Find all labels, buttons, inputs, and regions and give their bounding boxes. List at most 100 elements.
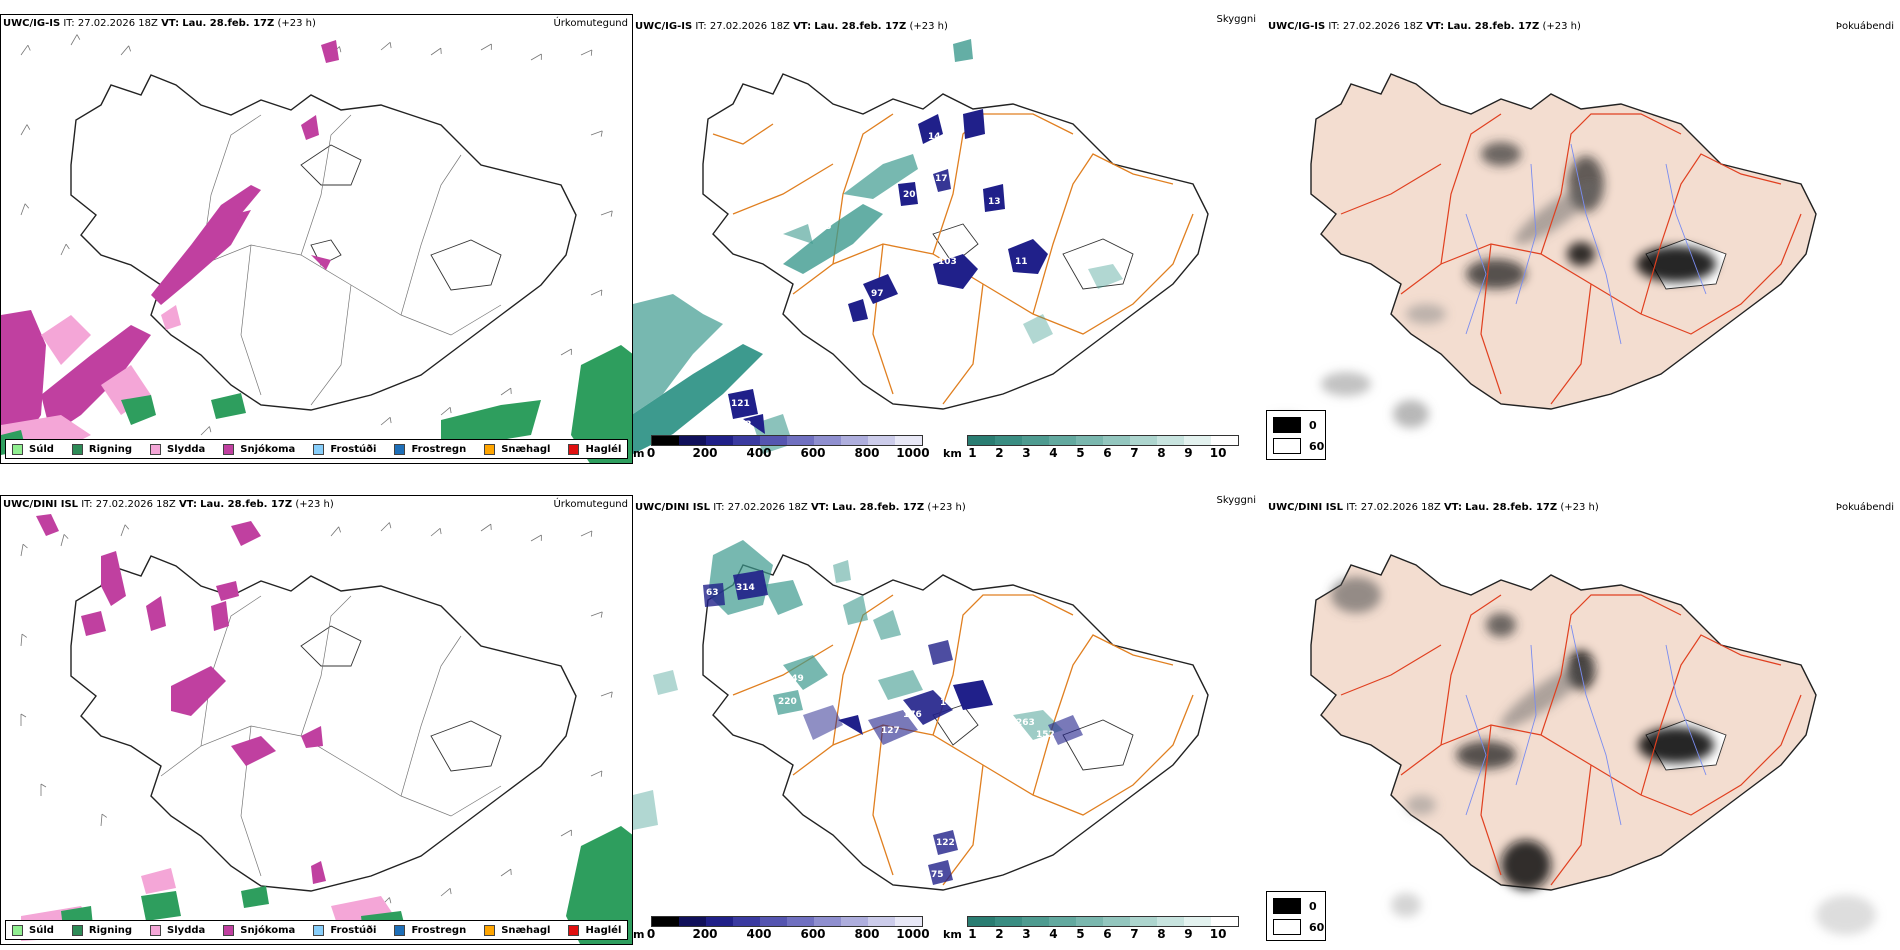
visibility-map: 314 63 249 220 127 176 145 263 152 122 7… [633, 540, 1209, 891]
visibility-panel-row2: UWC/DINI ISL IT: 27.02.2026 18Z VT: Lau.… [633, 495, 1266, 945]
run-info-header: UWC/DINI ISL IT: 27.02.2026 18Z VT: Lau.… [1268, 502, 1599, 513]
precip-type-legend: Súld Rigning Slydda Snjókoma Frostúði Fr… [5, 439, 629, 459]
legend-item: Súld [12, 443, 54, 455]
legend-item: Slydda [150, 443, 205, 455]
swatch-freezing-drizzle [313, 924, 325, 936]
run-info-header: UWC/DINI ISL IT: 27.02.2026 18Z VT: Lau.… [3, 499, 334, 510]
swatch-rain [71, 924, 83, 936]
cloud-base-label: 220 [778, 697, 797, 707]
cloud-base-label: 88 [719, 420, 732, 430]
colorbar-strip [651, 916, 923, 927]
cloud-base-label: 11 [1015, 257, 1028, 267]
panel-title: Þokuábendi [1835, 502, 1894, 513]
iceland-coast [702, 73, 1209, 410]
legend-item: Frostregn [394, 443, 466, 455]
legend-item: Haglél [568, 924, 621, 936]
swatch-graupel [484, 924, 496, 936]
colorbar-ticks: 0 200 400 600 800 1000 [646, 927, 930, 941]
fog-legend: 0 60 [1266, 410, 1326, 460]
cloud-base-label: 75 [819, 222, 832, 232]
legend-item: Snæhagl [484, 443, 550, 455]
colorbar-ticks: 0 200 400 600 800 1000 [646, 446, 930, 460]
iceland-coast [70, 74, 577, 411]
swatch-drizzle [12, 443, 23, 455]
legend-item: Haglél [568, 443, 621, 455]
precip-type-panel-row2: UWC/DINI ISL IT: 27.02.2026 18Z VT: Lau.… [0, 495, 633, 945]
snow-areas [1, 40, 339, 445]
fog-indicator-panel-row2: UWC/DINI ISL IT: 27.02.2026 18Z VT: Lau.… [1266, 495, 1900, 945]
iceland-coast [702, 554, 1209, 891]
cloud-base-label: 17 [935, 174, 948, 184]
visibility-panel-row1: UWC/IG-IS IT: 27.02.2026 18Z VT: Lau. 28… [633, 14, 1266, 464]
road-network [1340, 113, 1802, 405]
panel-title: Úrkomutegund [553, 18, 628, 29]
cloud-base-labels: 14 121 92 88 75 20 17 13 103 97 11 [719, 132, 1028, 430]
run-info-header: UWC/DINI ISL IT: 27.02.2026 18Z VT: Lau.… [635, 502, 966, 513]
cloud-height-colorbar: m 0 200 400 600 800 1000 [633, 911, 933, 941]
swatch-sleet [150, 924, 162, 936]
cloud-base-label: 127 [881, 726, 900, 736]
fog-legend-low: 60 [1273, 438, 1324, 454]
cloud-base-label: 122 [936, 838, 955, 848]
swatch-hail [568, 443, 580, 455]
visibility-colorbar: km 1 2 3 4 5 6 7 8 9 10 [943, 911, 1243, 941]
colorbar-ticks: 1 2 3 4 5 6 7 8 9 10 [968, 927, 1227, 941]
cloud-base-label: 145 [940, 698, 959, 708]
fog-legend-low: 60 [1273, 919, 1324, 935]
panel-title: Skyggni [1216, 14, 1256, 25]
colorbar-strip [967, 435, 1239, 446]
legend-item: Frostúði [313, 924, 376, 936]
precip-type-legend: Súld Rigning Slydda Snjókoma Frostúði Fr… [5, 920, 629, 940]
snow-areas [36, 514, 326, 884]
swatch-freezing-drizzle [313, 443, 325, 455]
cloud-base-label: 249 [785, 674, 804, 684]
cloud-base-label: 176 [903, 710, 922, 720]
cloud-base-label: 13 [988, 197, 1001, 207]
fog-legend-high: 0 [1273, 417, 1317, 433]
road-network [732, 594, 1194, 886]
precip-map [1, 34, 632, 463]
cloud-base-label: 14 [928, 132, 941, 142]
low-cloud-areas [703, 570, 1083, 885]
legend-item: Snjókoma [223, 443, 295, 455]
legend-item: Snæhagl [484, 924, 550, 936]
legend-item: Rigning [71, 924, 132, 936]
visibility-colorbar: km 1 2 3 4 5 6 7 8 9 10 [943, 430, 1243, 460]
road-network [1340, 594, 1802, 886]
legend-item: Slydda [150, 924, 205, 936]
swatch-rain [71, 443, 83, 455]
colorbar-strip [967, 916, 1239, 927]
swatch-hail [568, 924, 580, 936]
swatch-freezing-rain [394, 443, 406, 455]
cloud-base-labels: 314 63 249 220 127 176 145 263 152 122 7… [706, 583, 1055, 880]
fog-map [1310, 554, 1876, 935]
run-info-header: UWC/IG-IS IT: 27.02.2026 18Z VT: Lau. 28… [3, 18, 316, 29]
legend-item: Frostúði [313, 443, 376, 455]
visibility-map: 14 121 92 88 75 20 17 13 103 97 11 [633, 39, 1209, 454]
colorbar-unit: km [943, 447, 962, 460]
colorbar-unit: m [633, 928, 645, 941]
run-info-header: UWC/IG-IS IT: 27.02.2026 18Z VT: Lau. 28… [1268, 21, 1581, 32]
rivers [1465, 143, 1707, 345]
cloud-base-label: 75 [931, 870, 944, 880]
panel-title: Skyggni [1216, 495, 1256, 506]
iceland-land [1310, 73, 1817, 410]
panel-title: Úrkomutegund [553, 499, 628, 510]
cloud-base-label: 263 [1016, 718, 1035, 728]
swatch-snow [223, 924, 235, 936]
run-info-header: UWC/IG-IS IT: 27.02.2026 18Z VT: Lau. 28… [635, 21, 948, 32]
fog-legend: 0 60 [1266, 891, 1326, 941]
fog-map [1266, 73, 1817, 434]
swatch-sleet [150, 443, 162, 455]
rain-areas [61, 826, 632, 944]
cloud-base-label: 314 [736, 583, 755, 593]
swatch-freezing-rain [394, 924, 406, 936]
panel-title: Þokuábendi [1835, 21, 1894, 32]
colorbar-strip [651, 435, 923, 446]
iceland-coast [70, 555, 577, 892]
cloud-base-label: 103 [938, 257, 957, 267]
rivers [1465, 624, 1707, 826]
fog-legend-high: 0 [1273, 898, 1317, 914]
cloud-base-label: 63 [706, 588, 719, 598]
low-visibility-areas [633, 39, 1123, 454]
